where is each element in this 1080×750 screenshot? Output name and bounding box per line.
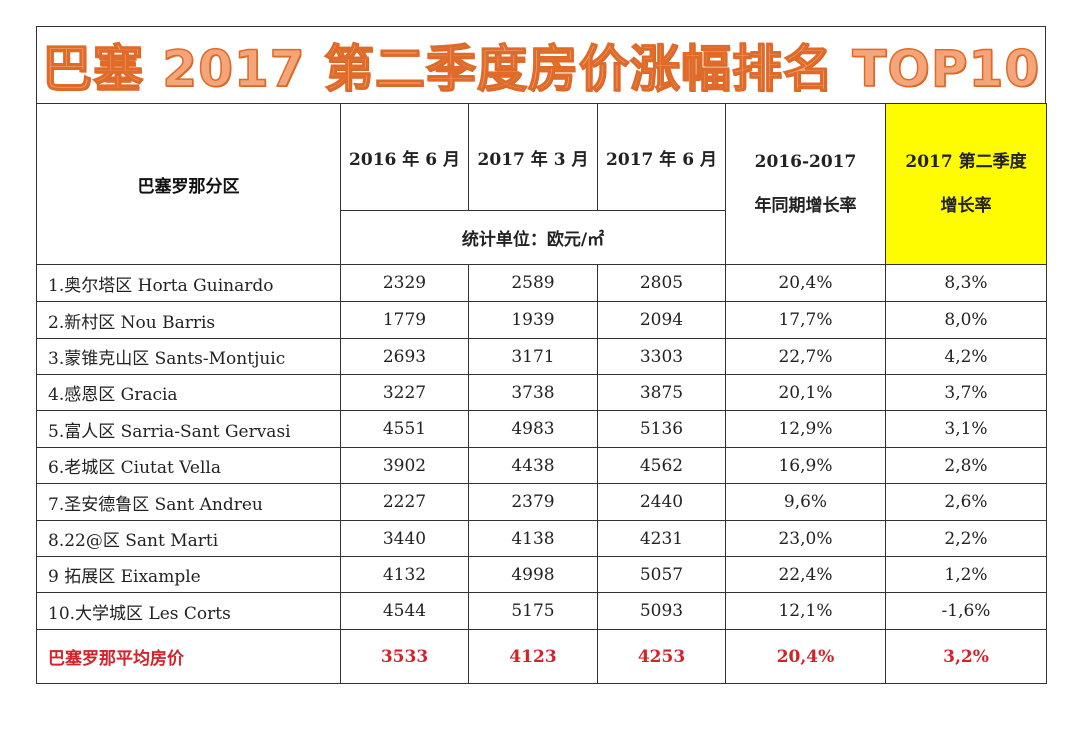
price-mar2017-cell: 4998: [468, 556, 598, 593]
yoy-growth-header-line2: 年同期增长率: [754, 196, 857, 216]
date-header-jun2016: 2016 年 6 月: [340, 103, 469, 211]
q2-growth-cell: 2,6%: [885, 483, 1047, 521]
table-row: 6.老城区 Ciutat Vella 3902 4438 4562 16,9% 2,8%: [36, 447, 1047, 484]
table-row: 8.22@区 Sant Marti 3440 4138 4231 23,0% 2,2%: [36, 520, 1047, 557]
price-jun2017-cell: 5136: [597, 410, 726, 448]
district-name-cell: 1.奥尔塔区 Horta Guinardo: [36, 264, 341, 302]
price-jun2016-cell: 1779: [340, 301, 469, 339]
table-row: 4.感恩区 Gracia 3227 3738 3875 20,1% 3,7%: [36, 374, 1047, 411]
title-banner: 巴塞 2017 第二季度房价涨幅排名 TOP10: [36, 26, 1046, 104]
q2-growth-cell: 3,7%: [885, 374, 1047, 411]
price-jun2016-cell: 2693: [340, 338, 469, 375]
price-table: 巴塞罗那分区 2016 年 6 月 2017 年 3 月 2017 年 6 月 …: [36, 103, 1047, 684]
price-mar2017-cell: 2379: [468, 483, 598, 521]
table-row: 10.大学城区 Les Corts 4544 5175 5093 12,1% -1,6%: [36, 592, 1047, 630]
price-jun2016-cell: 4551: [340, 410, 469, 448]
page-title: 巴塞 2017 第二季度房价涨幅排名 TOP10: [41, 39, 1041, 99]
price-mar2017-cell: 3171: [468, 338, 598, 375]
price-jun2016-cell: 3902: [340, 447, 469, 484]
header-row-top: 巴塞罗那分区 2016 年 6 月 2017 年 3 月 2017 年 6 月 …: [36, 103, 1047, 265]
q2-growth-cell: 4,2%: [885, 338, 1047, 375]
average-price-jun2016-cell: 3533: [340, 629, 469, 684]
price-jun2017-cell: 2094: [597, 301, 726, 339]
price-jun2017-cell: 3303: [597, 338, 726, 375]
price-jun2017-cell: 4562: [597, 447, 726, 484]
district-column-header: 巴塞罗那分区: [36, 103, 341, 265]
district-name-cell: 9 拓展区 Eixample: [36, 556, 341, 593]
yoy-growth-cell: 23,0%: [725, 520, 886, 557]
district-name-cell: 8.22@区 Sant Marti: [36, 520, 341, 557]
q2-growth-cell: 1,2%: [885, 556, 1047, 593]
yoy-growth-cell: 22,7%: [725, 338, 886, 375]
yoy-growth-header-line1: 2016-2017: [754, 152, 857, 172]
yoy-growth-cell: 20,4%: [725, 264, 886, 302]
district-name-cell: 10.大学城区 Les Corts: [36, 592, 341, 630]
yoy-growth-cell: 12,9%: [725, 410, 886, 448]
q2-growth-cell: 2,8%: [885, 447, 1047, 484]
price-mar2017-cell: 4438: [468, 447, 598, 484]
average-label-cell: 巴塞罗那平均房价: [36, 629, 341, 684]
header-row-unit: 统计单位：欧元/㎡: [37, 210, 1047, 265]
price-jun2017-cell: 5093: [597, 592, 726, 630]
unit-label: 统计单位：欧元/㎡: [340, 210, 726, 265]
table-row: 7.圣安德鲁区 Sant Andreu 2227 2379 2440 9,6% 2,6%: [36, 483, 1047, 521]
price-jun2017-cell: 3875: [597, 374, 726, 411]
yoy-growth-cell: 22,4%: [725, 556, 886, 593]
district-name-cell: 6.老城区 Ciutat Vella: [36, 447, 341, 484]
q2-growth-cell: 3,1%: [885, 410, 1047, 448]
table-row: 5.富人区 Sarria-Sant Gervasi 4551 4983 5136 12,…: [36, 410, 1047, 448]
price-jun2016-cell: 2227: [340, 483, 469, 521]
yoy-growth-cell: 12,1%: [725, 592, 886, 630]
price-jun2017-cell: 2440: [597, 483, 726, 521]
table-row: 3.蒙锥克山区 Sants-Montjuic 2693 3171 3303 22,7% 4…: [36, 338, 1047, 375]
price-mar2017-cell: 3738: [468, 374, 598, 411]
q2-growth-cell: 8,0%: [885, 301, 1047, 339]
yoy-growth-cell: 20,1%: [725, 374, 886, 411]
price-ranking-sheet: 巴塞 2017 第二季度房价涨幅排名 TOP10 巴塞罗那分区 2016 年 6…: [36, 26, 1047, 698]
price-jun2016-cell: 3227: [340, 374, 469, 411]
price-jun2016-cell: 2329: [340, 264, 469, 302]
q2-growth-cell: 2,2%: [885, 520, 1047, 557]
average-price-mar2017-cell: 4123: [468, 629, 598, 684]
price-mar2017-cell: 2589: [468, 264, 598, 302]
yoy-growth-header: 2016-2017 年同期增长率: [725, 103, 886, 265]
price-jun2016-cell: 4132: [340, 556, 469, 593]
price-mar2017-cell: 1939: [468, 301, 598, 339]
yoy-growth-cell: 17,7%: [725, 301, 886, 339]
price-mar2017-cell: 5175: [468, 592, 598, 630]
yoy-growth-cell: 16,9%: [725, 447, 886, 484]
q2-growth-header: 2017 第二季度 增长率: [885, 103, 1047, 265]
price-jun2017-cell: 2805: [597, 264, 726, 302]
price-table-body: 巴塞罗那分区 2016 年 6 月 2017 年 3 月 2017 年 6 月 …: [36, 103, 1047, 684]
price-mar2017-cell: 4983: [468, 410, 598, 448]
district-name-cell: 7.圣安德鲁区 Sant Andreu: [36, 483, 341, 521]
average-price-jun2017-cell: 4253: [597, 629, 726, 684]
yoy-growth-cell: 9,6%: [725, 483, 886, 521]
district-name-cell: 2.新村区 Nou Barris: [36, 301, 341, 339]
average-yoy-growth-cell: 20,4%: [725, 629, 886, 684]
price-jun2016-cell: 3440: [340, 520, 469, 557]
table-row: 9 拓展区 Eixample 4132 4998 5057 22,4% 1,2%: [36, 556, 1047, 593]
table-row: 1.奥尔塔区 Horta Guinardo 2329 2589 2805 20,4% 8,…: [36, 264, 1047, 302]
price-jun2016-cell: 4544: [340, 592, 469, 630]
q2-growth-header-line1: 2017 第二季度: [905, 152, 1027, 172]
district-name-cell: 5.富人区 Sarria-Sant Gervasi: [36, 410, 341, 448]
date-header-mar2017: 2017 年 3 月: [468, 103, 598, 211]
district-name-cell: 3.蒙锥克山区 Sants-Montjuic: [36, 338, 341, 375]
q2-growth-cell: -1,6%: [885, 592, 1047, 630]
price-jun2017-cell: 4231: [597, 520, 726, 557]
date-header-jun2017: 2017 年 6 月: [597, 103, 726, 211]
price-mar2017-cell: 4138: [468, 520, 598, 557]
district-name-cell: 4.感恩区 Gracia: [36, 374, 341, 411]
table-row: 2.新村区 Nou Barris 1779 1939 2094 17,7% 8,0%: [36, 301, 1047, 339]
average-row: 巴塞罗那平均房价 3533 4123 4253 20,4% 3,2%: [36, 629, 1047, 684]
q2-growth-cell: 8,3%: [885, 264, 1047, 302]
average-q2-growth-cell: 3,2%: [885, 629, 1047, 684]
price-jun2017-cell: 5057: [597, 556, 726, 593]
q2-growth-header-line2: 增长率: [940, 196, 992, 216]
